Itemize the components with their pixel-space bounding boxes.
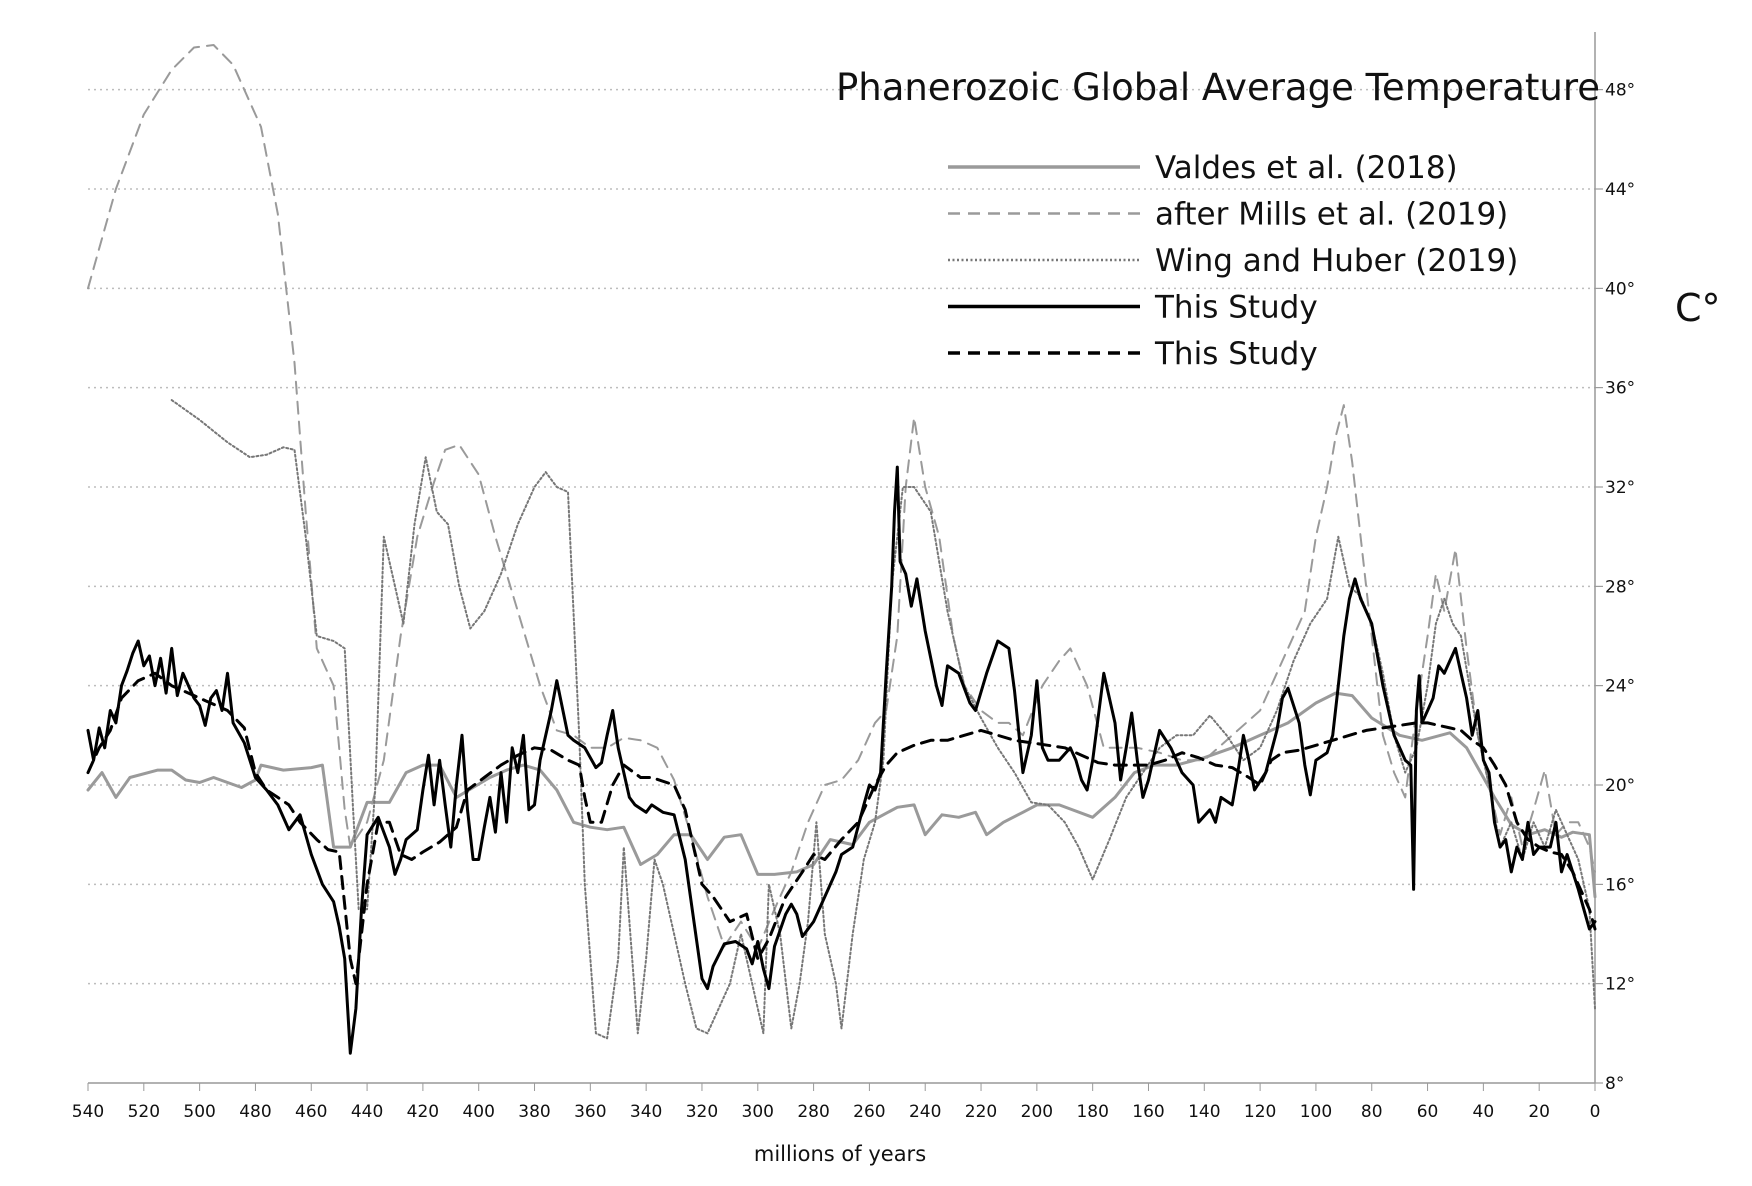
x-tick-label: 440	[351, 1102, 383, 1122]
chart-title: Phanerozoic Global Average Temperature	[836, 66, 1600, 109]
legend-label-4: This Study	[1154, 290, 1318, 326]
x-tick-label: 360	[574, 1102, 606, 1122]
x-tick-label: 340	[630, 1102, 662, 1122]
axes-layer: 8° 12° 16° 20° 24° 28° 32° 36° 40° 44° 48° 540 520 50…	[72, 32, 1635, 1122]
series-line-2	[87, 44, 1596, 950]
x-tick-label: 420	[407, 1102, 439, 1122]
x-tick-label: 300	[742, 1102, 774, 1122]
x-axis-label: millions of years	[754, 1142, 926, 1166]
x-tick-label: 280	[797, 1102, 829, 1122]
y-tick-label: 28°	[1605, 577, 1635, 597]
series-line-5	[86, 671, 1597, 986]
y-tick-label: 20°	[1605, 776, 1635, 796]
x-tick-label: 240	[909, 1102, 941, 1122]
y-tick-label: 32°	[1605, 478, 1635, 498]
x-tick-label: 540	[72, 1102, 104, 1122]
y-tick-label: 48°	[1605, 81, 1635, 101]
series-line-1	[86, 691, 1597, 899]
legend: Valdes et al. (2018) after Mills et al. (…	[948, 150, 1518, 372]
x-tick-label: 520	[128, 1102, 160, 1122]
x-tick-label: 20	[1528, 1102, 1550, 1122]
x-tick-label: 160	[1132, 1102, 1164, 1122]
labels-layer: Phanerozoic Global Average Temperature m…	[754, 66, 1721, 1166]
x-tick-label: 380	[518, 1102, 550, 1122]
legend-label-2: after Mills et al. (2019)	[1155, 197, 1508, 233]
x-tick-label: 480	[239, 1102, 271, 1122]
x-tick-label: 460	[295, 1102, 327, 1122]
x-tick-label: 120	[1244, 1102, 1276, 1122]
series-layer	[86, 44, 1597, 1055]
x-tick-label: 80	[1361, 1102, 1383, 1122]
grid-layer	[88, 88, 1595, 985]
y-tick-label: 40°	[1605, 279, 1635, 299]
legend-label-5: This Study	[1154, 336, 1318, 372]
x-tick-label: 500	[183, 1102, 215, 1122]
x-tick-label: 140	[1188, 1102, 1220, 1122]
legend-label-1: Valdes et al. (2018)	[1155, 150, 1458, 186]
y-tick-label: 16°	[1605, 875, 1635, 895]
x-tick-label: 400	[462, 1102, 494, 1122]
y-tick-label: 12°	[1605, 975, 1635, 995]
x-tick-label: 40	[1473, 1102, 1495, 1122]
series-line-3	[170, 399, 1596, 1040]
y-tick-label: 44°	[1605, 180, 1635, 200]
x-tick-label: 100	[1300, 1102, 1332, 1122]
y-tick-label: 24°	[1605, 677, 1635, 697]
y-axis-unit-label: C°	[1675, 286, 1721, 330]
x-tick-label: 200	[1021, 1102, 1053, 1122]
y-tick-label: 8°	[1605, 1074, 1624, 1094]
x-tick-label: 320	[686, 1102, 718, 1122]
legend-label-3: Wing and Huber (2019)	[1155, 243, 1518, 279]
x-tick-label: 0	[1590, 1102, 1601, 1122]
y-tick-label: 36°	[1605, 379, 1635, 399]
x-tick-label: 180	[1076, 1102, 1108, 1122]
series-line-4	[86, 465, 1597, 1055]
x-tick-label: 60	[1417, 1102, 1439, 1122]
x-tick-label: 260	[853, 1102, 885, 1122]
x-tick-label: 220	[965, 1102, 997, 1122]
